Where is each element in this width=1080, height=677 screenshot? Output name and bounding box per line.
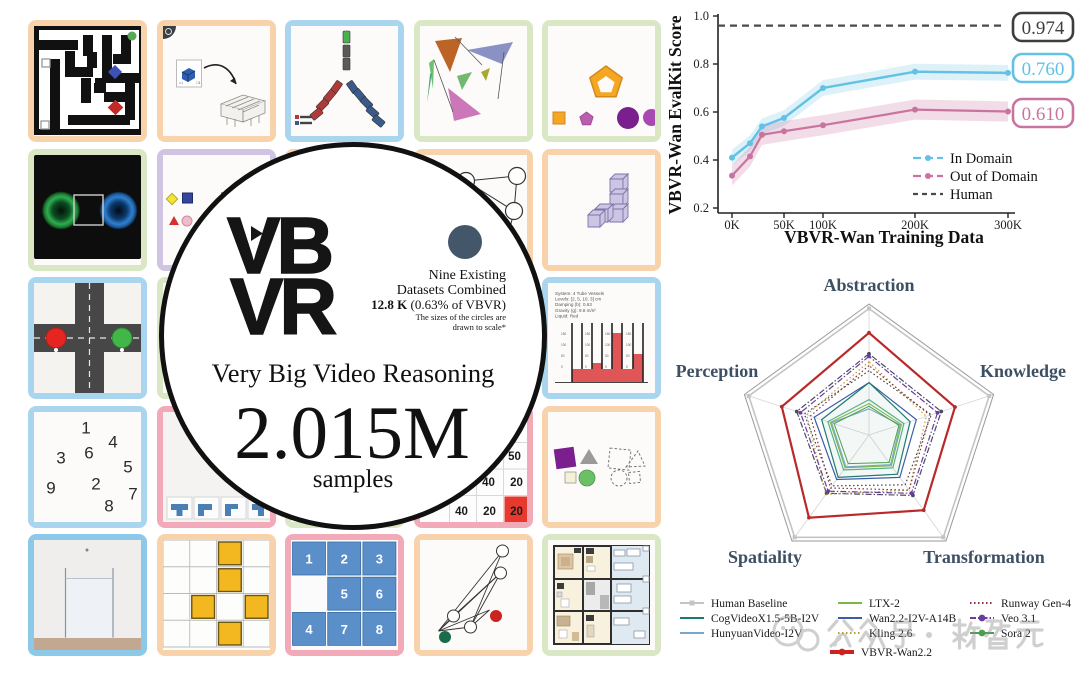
svg-text:Gravity (g): 9.8 m/s²: Gravity (g): 9.8 m/s² xyxy=(555,308,596,313)
svg-text:50: 50 xyxy=(605,354,609,358)
svg-text:8: 8 xyxy=(376,622,383,637)
svg-text:200K: 200K xyxy=(901,218,929,232)
svg-text:2.015M: 2.015M xyxy=(234,392,469,475)
svg-text:7: 7 xyxy=(341,622,348,637)
svg-text:Damping (b): 0.63: Damping (b): 0.63 xyxy=(555,302,592,307)
svg-text:300K: 300K xyxy=(994,218,1022,232)
svg-text:0.6: 0.6 xyxy=(693,105,709,119)
svg-text:100: 100 xyxy=(585,343,591,347)
svg-text:20: 20 xyxy=(483,506,496,518)
svg-text:6: 6 xyxy=(376,587,383,602)
svg-text:VB: VB xyxy=(227,201,331,290)
svg-text:Wan2.2-I2V-A14B: Wan2.2-I2V-A14B xyxy=(869,613,956,625)
svg-text:Veo 3.1: Veo 3.1 xyxy=(1001,613,1036,625)
svg-text:40: 40 xyxy=(482,477,495,489)
svg-text:Out of Domain: Out of Domain xyxy=(950,169,1039,185)
svg-text:20: 20 xyxy=(510,506,523,518)
svg-text:Levels: [2, 5, 10, 3] cm: Levels: [2, 5, 10, 3] cm xyxy=(555,297,601,302)
svg-text:Runway Gen-4: Runway Gen-4 xyxy=(1001,598,1071,610)
svg-text:The sizes of the circles are: The sizes of the circles are xyxy=(416,312,507,322)
svg-text:0.4: 0.4 xyxy=(693,153,709,167)
svg-text:1.0: 1.0 xyxy=(693,9,709,23)
svg-text:□1: □1 xyxy=(196,80,201,85)
svg-text:0.2: 0.2 xyxy=(693,201,709,215)
svg-text:9: 9 xyxy=(46,478,55,497)
svg-text:0: 0 xyxy=(561,365,563,369)
svg-text:7: 7 xyxy=(128,484,137,503)
svg-text:VBVR-Wan Training Data: VBVR-Wan Training Data xyxy=(784,227,984,247)
svg-text:50: 50 xyxy=(561,354,565,358)
svg-text:VBVR-Wan EvalKit Score: VBVR-Wan EvalKit Score xyxy=(665,15,685,214)
svg-text:0K: 0K xyxy=(724,218,739,232)
svg-text:5: 5 xyxy=(341,587,348,602)
svg-text:4: 4 xyxy=(305,622,313,637)
svg-text:HunyuanVideo-I2V: HunyuanVideo-I2V xyxy=(711,628,803,640)
svg-text:0: 0 xyxy=(585,365,587,369)
svg-text:100: 100 xyxy=(561,343,567,347)
svg-text:6: 6 xyxy=(84,443,93,462)
svg-text:CogVideoX1.5-5B-I2V: CogVideoX1.5-5B-I2V xyxy=(711,613,820,625)
svg-text:50: 50 xyxy=(508,451,521,463)
svg-text:150: 150 xyxy=(561,332,567,336)
svg-text:Human: Human xyxy=(950,187,993,203)
svg-text:150: 150 xyxy=(605,332,611,336)
svg-text:0.974: 0.974 xyxy=(1022,18,1065,39)
svg-text:0.610: 0.610 xyxy=(1022,104,1065,125)
svg-text:20: 20 xyxy=(510,477,523,489)
svg-text:Human Baseline: Human Baseline xyxy=(711,598,787,610)
svg-text:100: 100 xyxy=(626,343,632,347)
svg-text:Datasets Combined: Datasets Combined xyxy=(397,283,506,298)
svg-text:samples: samples xyxy=(313,466,394,493)
svg-text:4: 4 xyxy=(108,432,117,451)
svg-text:50: 50 xyxy=(585,354,589,358)
svg-text:100: 100 xyxy=(605,343,611,347)
svg-text:1: 1 xyxy=(81,418,90,437)
svg-text:3: 3 xyxy=(56,448,65,467)
svg-text:0: 0 xyxy=(605,365,607,369)
svg-text:LTX-2: LTX-2 xyxy=(869,598,900,610)
svg-text:VBVR-Wan2.2: VBVR-Wan2.2 xyxy=(861,647,932,659)
svg-text:150: 150 xyxy=(626,332,632,336)
svg-text:Knowledge: Knowledge xyxy=(980,361,1066,381)
svg-text:3: 3 xyxy=(376,552,383,567)
svg-text:Abstraction: Abstraction xyxy=(824,275,915,295)
svg-text:2: 2 xyxy=(91,474,100,493)
svg-text:0.760: 0.760 xyxy=(1022,59,1065,80)
svg-text:50K: 50K xyxy=(773,218,795,232)
svg-text:40: 40 xyxy=(455,506,468,518)
svg-text:Kling 2.6: Kling 2.6 xyxy=(869,628,913,640)
svg-text:Transformation: Transformation xyxy=(923,547,1045,567)
svg-text:1: 1 xyxy=(305,552,312,567)
svg-text:In Domain: In Domain xyxy=(950,151,1013,167)
svg-text:Liquid: Red: Liquid: Red xyxy=(555,313,579,318)
svg-text:150: 150 xyxy=(585,332,591,336)
svg-text:Spatiality: Spatiality xyxy=(728,547,802,567)
svg-text:50: 50 xyxy=(626,354,630,358)
svg-text:0: 0 xyxy=(626,365,628,369)
svg-text:Very Big Video Reasoning: Very Big Video Reasoning xyxy=(212,358,495,388)
svg-text:100K: 100K xyxy=(809,218,837,232)
svg-text:x1: x1 xyxy=(179,80,184,85)
svg-text:drawn to scale*: drawn to scale* xyxy=(453,322,506,332)
svg-text:System: 4 Tube Vessels: System: 4 Tube Vessels xyxy=(555,291,605,296)
svg-text:5: 5 xyxy=(123,457,132,476)
svg-text:Perception: Perception xyxy=(676,361,759,381)
svg-text:Nine Existing: Nine Existing xyxy=(429,268,506,283)
svg-text:2: 2 xyxy=(341,552,348,567)
svg-text:0.8: 0.8 xyxy=(693,57,709,71)
svg-text:8: 8 xyxy=(104,496,113,515)
svg-text:VR: VR xyxy=(230,262,336,351)
svg-text:12.8 K (0.63% of VBVR): 12.8 K (0.63% of VBVR) xyxy=(371,297,506,312)
svg-text:Sora 2: Sora 2 xyxy=(1001,628,1031,640)
